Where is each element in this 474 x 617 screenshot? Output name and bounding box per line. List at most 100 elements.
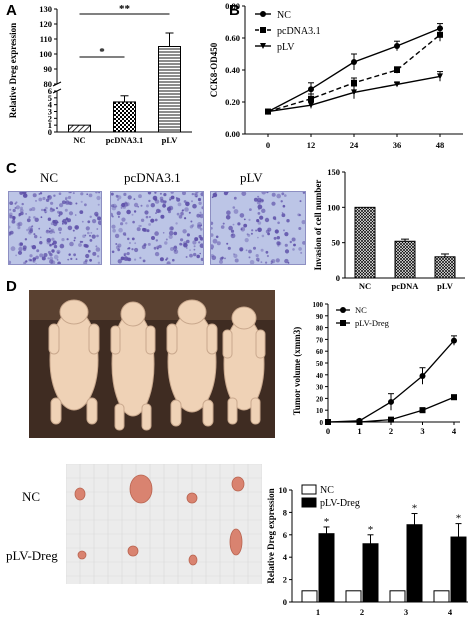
stained-cell (243, 223, 248, 228)
stained-cell (224, 257, 226, 260)
stained-cell (153, 246, 157, 250)
stained-cell (95, 247, 101, 252)
stained-cell (137, 206, 139, 208)
stained-cell (165, 238, 168, 241)
stained-cell (49, 230, 51, 233)
c-x-tick-label: NC (359, 281, 371, 291)
de-x-tick-label: 4 (448, 607, 453, 617)
stained-cell (9, 260, 12, 264)
c-x-tick-label: pLV (437, 281, 454, 291)
stained-cell (277, 221, 280, 225)
stained-cell (271, 192, 276, 197)
image-label-plv: pLV (240, 170, 263, 185)
de-y-tick-label: 8 (283, 507, 287, 517)
stained-cell (191, 192, 194, 196)
stained-cell (162, 203, 166, 208)
stained-cell (95, 245, 98, 248)
stained-cell (10, 246, 16, 252)
stained-cell (86, 193, 88, 195)
stained-cell (53, 194, 56, 197)
stained-cell (58, 192, 62, 195)
stained-cell (243, 218, 246, 221)
stained-cell (80, 200, 83, 203)
de-error-bar (323, 526, 330, 534)
stained-cell (26, 218, 31, 223)
stained-cell (43, 208, 46, 212)
stained-cell (72, 229, 75, 232)
stained-cell (248, 218, 251, 221)
image-label-pcdna31: pcDNA3.1 (124, 170, 181, 185)
stained-cell (299, 200, 302, 203)
stained-cell (97, 216, 101, 221)
stained-cell (25, 213, 27, 215)
stained-cell (111, 205, 117, 211)
stained-cell (120, 206, 123, 209)
tumor-label-plv-dreg: pLV-Dreg (6, 548, 58, 563)
stained-cell (43, 253, 48, 257)
stained-cell (127, 195, 132, 200)
stained-cell (9, 208, 12, 211)
stained-cell (256, 219, 260, 223)
stained-cell (91, 234, 96, 239)
stained-cell (46, 238, 52, 243)
stained-cell (30, 245, 33, 248)
stained-cell (87, 220, 91, 224)
stained-cell (69, 192, 72, 194)
stained-cell (150, 218, 155, 223)
dv-point-nc (388, 398, 394, 405)
stained-cell (239, 213, 245, 218)
stained-cell (211, 221, 214, 225)
b-legend-label: pcDNA3.1 (277, 26, 321, 37)
tumor-plv-4 (229, 528, 243, 556)
stained-cell (21, 202, 24, 206)
stained-cell (22, 192, 27, 195)
stained-cell (131, 248, 134, 251)
stained-cell (168, 230, 174, 236)
c-error-bar (401, 238, 409, 242)
stained-cell (249, 208, 252, 211)
a-y-tick-label: 100 (39, 49, 52, 59)
stained-cell (65, 198, 67, 201)
de-significance-label: * (324, 516, 330, 528)
stained-cell (284, 258, 289, 264)
stained-cell (284, 232, 289, 237)
stained-cell (251, 229, 254, 232)
stained-cell (56, 259, 59, 261)
de-x-tick-label: 2 (360, 607, 364, 617)
stained-cell (230, 233, 236, 239)
stained-cell (9, 201, 14, 205)
stained-cell (111, 205, 113, 207)
a-error-bar-plv (165, 32, 174, 47)
stained-cell (164, 241, 168, 245)
stained-cell (31, 225, 34, 227)
tumor-photo (66, 464, 262, 584)
stained-cell (138, 224, 141, 228)
stained-cell (88, 193, 93, 198)
stained-cell (84, 259, 88, 263)
stained-cell (123, 254, 126, 257)
stained-cell (74, 214, 77, 216)
stained-cell (126, 252, 130, 256)
stained-cell (266, 192, 269, 194)
stained-cell (51, 249, 55, 253)
stained-cell (14, 207, 17, 209)
stained-cell (253, 197, 258, 202)
stained-cell (80, 192, 84, 196)
stained-cell (48, 229, 54, 234)
stained-cell (96, 228, 99, 230)
b-legend-label: pLV (277, 42, 295, 53)
stained-cell (173, 231, 178, 236)
stained-cell (15, 205, 20, 210)
mouse-2 (110, 301, 156, 431)
stained-cell (75, 202, 78, 205)
stained-cell (65, 201, 67, 204)
stained-cell (115, 245, 120, 250)
stained-cell (144, 210, 149, 215)
stained-cell (265, 261, 268, 264)
b-point-nc (394, 43, 400, 49)
stained-cell (276, 241, 281, 246)
stained-cell (95, 192, 98, 194)
dv-y-tick-label: 100 (313, 301, 324, 309)
dv-point-plv-dreg (388, 416, 394, 423)
b-point-nc (308, 86, 314, 93)
